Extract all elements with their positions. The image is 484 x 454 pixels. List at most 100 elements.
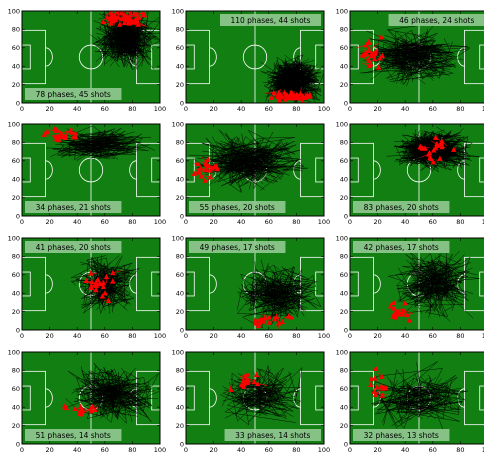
y-tick-label: 60 [176,271,184,279]
panel-4: 0 20 40 60 80 100 0 20 40 60 80 100 34 phases, 21 sh… [8,120,167,226]
trajectory-line [105,382,118,404]
shot-marker [244,376,251,383]
trajectory-line [431,266,457,299]
x-tick-label: 100 [154,332,166,340]
shot-marker [378,383,385,389]
shot-marker [251,378,258,385]
panel-9: 0 20 40 60 80 100 0 20 40 60 80 100 42 phases, 17 sh… [336,234,484,340]
trajectory-line [416,256,471,302]
panel-label-box [353,201,450,213]
trajectory-line [88,398,114,412]
y-tick-label: 40 [12,176,20,184]
trajectory-line [273,67,314,91]
shot-marker [107,11,114,15]
y-tick-label: 20 [12,194,20,202]
trajectory-line [392,379,432,412]
y-tick-label: 40 [340,404,348,412]
y-tick-label: 0 [180,99,184,107]
trajectory-line [58,143,65,153]
shot-marker [92,406,98,412]
shot-marker [439,143,445,150]
x-tick-label: 40 [73,332,81,340]
trajectory-line [246,390,268,416]
shot-markers [41,125,79,143]
trajectory-line [420,128,464,171]
x-tick-label: 40 [237,105,245,113]
shot-line [239,375,248,380]
x-tick-label: 100 [482,332,484,340]
x-tick-label: 40 [73,218,81,226]
shot-marker [41,131,47,137]
y-tick-label: 20 [12,81,20,89]
trajectory-line [248,263,279,312]
panel-12: 0 20 40 60 80 100 0 20 40 60 80 100 32 phases, 13 sh… [336,348,484,454]
shot-marker [83,277,90,284]
x-tick-label: 100 [482,105,484,113]
x-tick-label: 60 [429,332,437,340]
shot-marker [253,371,260,378]
trajectory-line [88,378,144,407]
shot-marker [372,50,378,56]
trajectory-line [188,152,302,160]
shot-marker [271,89,277,96]
trajectory-line [105,11,127,67]
trajectory-line [263,71,310,91]
x-tick-label: 80 [456,332,464,340]
trajectory-line [265,71,322,94]
x-tick-label: 60 [429,446,437,454]
y-tick-label: 100 [172,120,184,128]
shot-marker [404,311,410,318]
x-tick-label: 80 [128,105,136,113]
trajectory-line [218,129,277,176]
shot-marker [110,278,116,284]
panel-label: 55 phases, 20 shots [200,203,275,212]
panel-frame [349,123,484,217]
trajectory-line [247,129,296,180]
trajectories [359,23,471,87]
trajectory-line [396,400,464,408]
x-tick-label: 0 [184,332,188,340]
y-tick-label: 60 [340,385,348,393]
y-tick-label: 80 [176,26,184,34]
y-tick-label: 60 [176,44,184,52]
x-tick-label: 0 [184,105,188,113]
x-tick-label: 80 [292,218,300,226]
x-tick-label: 20 [373,446,381,454]
y-tick-label: 100 [8,234,20,242]
shot-markers [82,269,123,304]
trajectory-line [425,286,438,313]
y-tick-label: 80 [340,139,348,147]
trajectory-line [260,396,285,416]
y-tick-label: 20 [340,81,348,89]
y-tick-label: 0 [344,440,348,448]
panel-label-box [220,14,321,26]
x-tick-label: 20 [209,218,217,226]
y-tick-label: 100 [336,234,348,242]
trajectory-line [110,386,150,414]
trajectory-line [225,154,262,175]
trajectory-line [85,391,132,408]
shot-marker [274,93,281,99]
shot-marker [406,317,412,323]
y-tick-label: 40 [340,63,348,71]
shot-marker [203,166,210,173]
trajectory-line [245,291,305,312]
panel-frame [349,237,484,331]
pitch-markings [22,124,160,216]
shot-markers [252,313,294,330]
shot-marker [44,128,51,135]
trajectory-line [264,276,287,293]
trajectory-line [87,368,153,414]
trajectory-line [387,389,451,414]
x-tick-label: 100 [154,218,166,226]
trajectory-line [212,158,269,183]
trajectory-line [284,64,304,96]
shot-marker [63,404,69,411]
trajectory-line [393,387,462,402]
panel-1: 0 20 40 60 80 100 0 20 40 60 80 100 78 phases, 45 sh… [8,7,167,113]
shot-marker [378,34,384,40]
shot-marker [366,57,372,63]
pitch-markings [186,238,324,330]
trajectories [370,361,468,432]
trajectory-line [241,144,279,173]
